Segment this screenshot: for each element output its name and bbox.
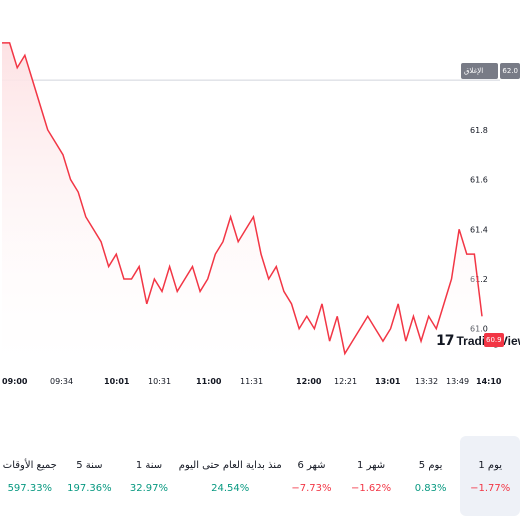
time-tick-label: 12:00: [296, 377, 322, 386]
performance-period-value: −1.62%: [350, 483, 392, 494]
performance-period-6[interactable]: 5 سنة 197.36%: [60, 436, 120, 516]
time-axis: 09:00 09:34 10:01 10:31 11:00 11:31 12:00 12:21…: [2, 377, 502, 386]
performance-period-label: جميع الأوقات: [2, 460, 57, 471]
tradingview-logo-icon: 17: [436, 333, 455, 349]
performance-row: 1 يوم −1.77% 5 يوم 0.83% 1 شهر −1.62% 6 شهر −7.…: [0, 436, 520, 516]
performance-period-5[interactable]: 1 سنة 32.97%: [119, 436, 179, 516]
performance-period-label: 1 شهر: [357, 460, 386, 471]
performance-period-0[interactable]: 1 يوم −1.77%: [460, 436, 520, 516]
performance-period-value: −1.77%: [470, 483, 511, 494]
time-tick-label: 14:10: [476, 377, 502, 386]
price-tick-label: 61.2: [470, 275, 488, 284]
time-tick-label: 10:01: [104, 377, 130, 386]
previous-close-label: الإغلاق السابق: [461, 63, 499, 91]
previous-close-value: 62.0: [500, 63, 520, 79]
performance-period-7[interactable]: جميع الأوقات 597.33%: [0, 436, 60, 516]
time-tick-label: 10:31: [148, 377, 171, 386]
performance-period-value: 197.36%: [67, 483, 112, 494]
time-tick-label: 09:00: [2, 377, 28, 386]
performance-period-label: 1 يوم: [478, 460, 503, 471]
time-tick-label: 13:32: [415, 377, 438, 386]
time-tick-label: 13:49: [446, 377, 469, 386]
time-tick-label: 11:31: [240, 377, 263, 386]
price-line: [2, 42, 483, 356]
time-tick-label: 12:21: [334, 377, 357, 386]
performance-period-label: 6 شهر: [297, 460, 326, 471]
performance-period-value: 32.97%: [129, 483, 169, 494]
tradingview-logo[interactable]: 17 TradingView: [436, 333, 520, 349]
performance-period-2[interactable]: 1 شهر −1.62%: [341, 436, 401, 516]
performance-period-1[interactable]: 5 يوم 0.83%: [401, 436, 461, 516]
price-tick-label: 61.6: [470, 176, 488, 185]
performance-period-value: 0.83%: [414, 483, 447, 494]
price-chart[interactable]: 61.861.661.461.261.0 09:0009:3410:0110:3…: [0, 0, 520, 400]
performance-period-3[interactable]: 6 شهر −7.73%: [282, 436, 342, 516]
performance-period-value: 24.54%: [211, 483, 250, 494]
performance-period-value: −7.73%: [291, 483, 332, 494]
price-area: [2, 42, 482, 366]
time-tick-label: 09:34: [50, 377, 73, 386]
performance-period-4[interactable]: منذ بداية العام حتى اليوم 24.54%: [179, 436, 282, 516]
performance-period-label: 5 سنة: [76, 460, 103, 471]
time-tick-label: 11:00: [196, 377, 222, 386]
performance-period-value: 597.33%: [7, 483, 53, 494]
performance-period-label: 5 يوم: [418, 460, 443, 471]
time-tick-label: 13:01: [375, 377, 401, 386]
performance-period-label: منذ بداية العام حتى اليوم: [178, 460, 282, 471]
price-tick-label: 61.8: [470, 126, 488, 135]
performance-period-label: 1 سنة: [135, 460, 163, 471]
chart-canvas[interactable]: 61.861.661.461.261.0 09:0009:3410:0110:3…: [0, 0, 520, 400]
last-price-tag: 60.9: [484, 333, 504, 347]
previous-close-tag: الإغلاق السابق 62.0: [461, 63, 520, 91]
price-tick-label: 61.4: [470, 225, 488, 234]
